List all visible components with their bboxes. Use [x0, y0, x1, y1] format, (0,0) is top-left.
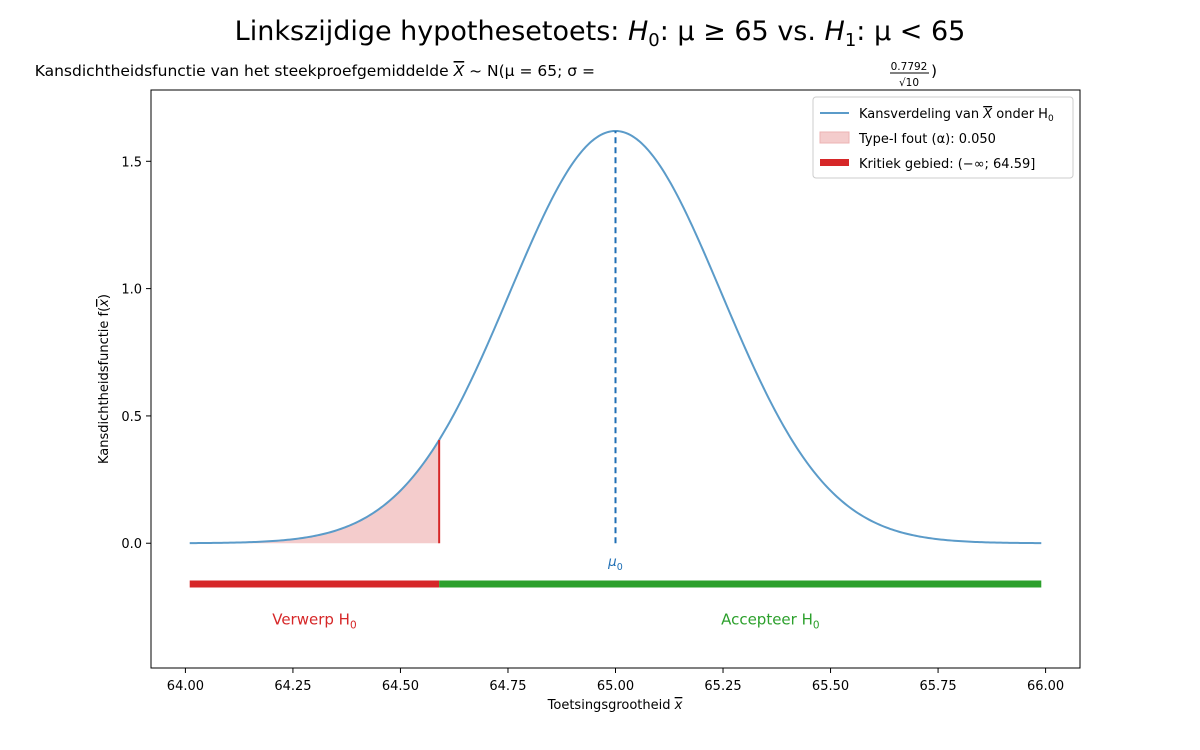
x-axis-ticks: 64.00 64.25 64.50 64.75 65.00 65.25 65.50 65.75… [167, 668, 1064, 694]
y-tick-label: 1.0 [121, 283, 142, 298]
accept-h0-label: Accepteer H0 [721, 611, 819, 632]
x-tick-label: 65.75 [919, 679, 956, 694]
legend-entry-critical-region: Kritiek gebied: (−∞; 64.59] [859, 157, 1035, 172]
x-tick-label: 64.50 [382, 679, 419, 694]
y-tick-label: 1.5 [121, 155, 142, 170]
chart-title: Linkszijdige hypothesetoets: H0: μ ≥ 65 … [235, 16, 966, 51]
subtitle-fraction-numerator: 0.7792 [891, 61, 928, 73]
subtitle-fraction-denominator: √10 [899, 77, 919, 89]
legend-entry-type-i-error: Type-I fout (α): 0.050 [858, 132, 996, 147]
pdf-curve [189, 129, 1042, 545]
reject-h0-label: Verwerp H0 [272, 611, 356, 632]
mu0-label: μ0 [607, 554, 623, 573]
x-tick-label: 64.25 [274, 679, 311, 694]
x-tick-label: 66.00 [1027, 679, 1064, 694]
y-tick-label: 0.5 [121, 410, 142, 425]
x-tick-label: 65.50 [812, 679, 849, 694]
x-tick-label: 65.00 [597, 679, 634, 694]
legend-entry-distribution: Kansverdeling van X onder H0 [859, 107, 1054, 124]
y-tick-label: 0.0 [121, 537, 142, 552]
legend-critical-swatch [820, 159, 849, 166]
legend-type-i-swatch [819, 131, 850, 144]
legend-box [812, 96, 1074, 179]
x-tick-label: 64.75 [489, 679, 526, 694]
plot-area: μ0 Verwerp H0 Accepteer H0 [189, 129, 1042, 632]
x-tick-label: 65.25 [704, 679, 741, 694]
y-axis-ticks: 0.0 0.5 1.0 1.5 [121, 155, 151, 552]
x-axis-label: Toetsingsgrootheid x [547, 698, 683, 713]
legend: Kansverdeling van X onder H0 Type-I fout… [812, 96, 1074, 179]
subtitle-close: ) [931, 62, 937, 80]
type-i-error-area [189, 439, 440, 544]
chart-subtitle: Kansdichtheidsfunctie van het steekproef… [35, 62, 595, 80]
y-axis-label: Kansdichtheidsfunctie f(x) [97, 294, 112, 464]
x-tick-label: 64.00 [167, 679, 204, 694]
